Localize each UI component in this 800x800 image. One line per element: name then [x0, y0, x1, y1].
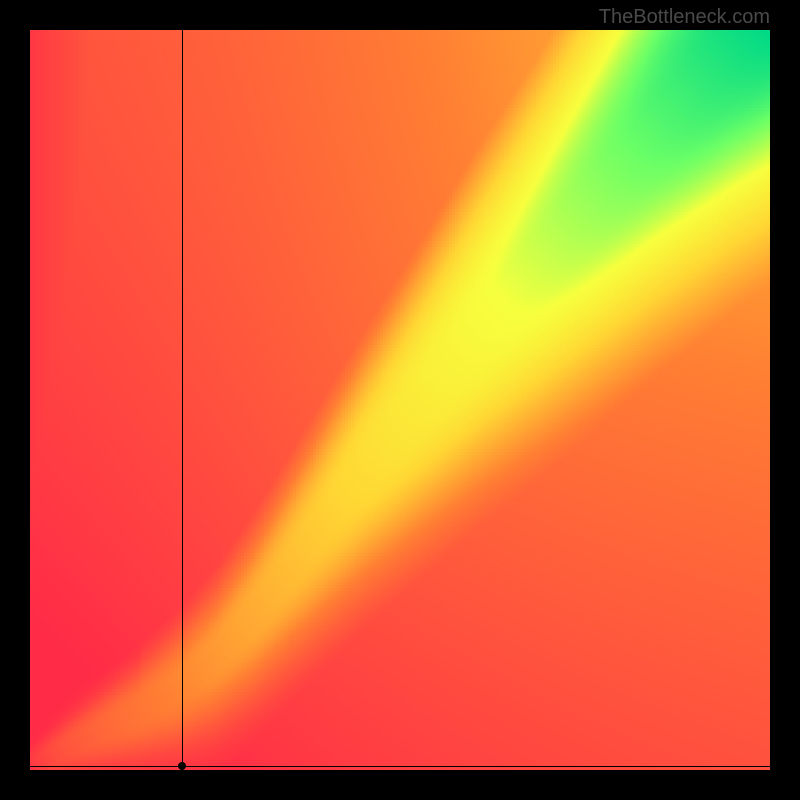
crosshair-horizontal: [30, 766, 770, 767]
watermark-text: TheBottleneck.com: [599, 6, 770, 29]
heatmap-plot: [30, 30, 770, 770]
crosshair-marker: [178, 762, 186, 770]
heatmap-canvas: [30, 30, 770, 770]
crosshair-vertical: [182, 30, 183, 770]
